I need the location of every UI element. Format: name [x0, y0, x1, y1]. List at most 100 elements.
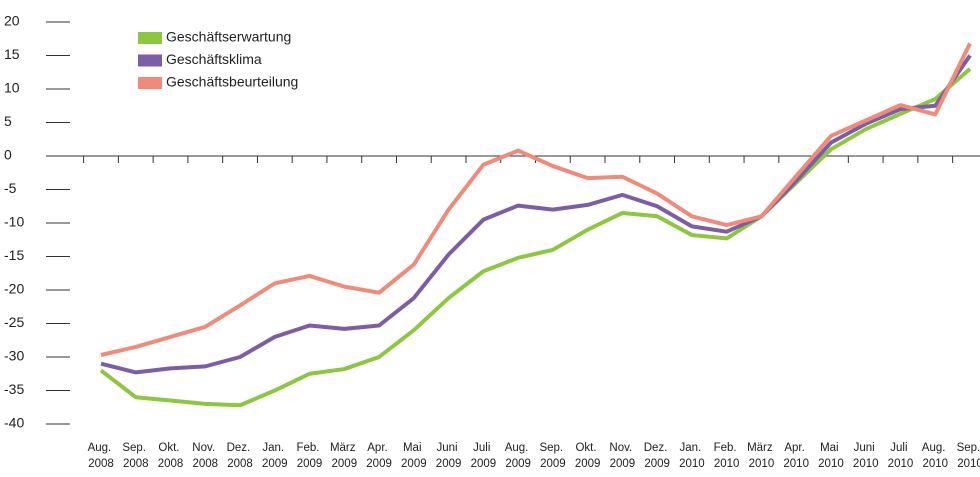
- x-tick-label-line: 2010: [714, 458, 740, 470]
- x-tick-label-line: 2008: [123, 458, 149, 470]
- x-tick-label-line: 2009: [332, 458, 358, 470]
- x-tick-label-line: Dez.: [644, 442, 671, 454]
- x-tick-label: Jan. 2010: [679, 442, 705, 470]
- x-tick-label: Sep. 2010: [957, 442, 980, 470]
- x-tick-label-line: 2009: [575, 458, 601, 470]
- y-tick-label: -40: [4, 415, 24, 431]
- x-tick-label: Aug. 2010: [922, 442, 949, 470]
- x-tick-label-line: Sep.: [122, 442, 149, 454]
- x-tick-label-line: 2010: [922, 458, 948, 470]
- x-tick-label-line: Dez.: [227, 442, 254, 454]
- x-tick-label-line: 2009: [436, 458, 462, 470]
- x-tick-label: Mai 2010: [818, 442, 844, 470]
- x-tick-label-line: Okt.: [158, 442, 182, 454]
- x-tick-label-line: Juli: [890, 442, 910, 454]
- y-tick-label: -10: [4, 214, 24, 230]
- x-tick-label-line: Apr.: [367, 442, 391, 454]
- x-tick-label: Jan. 2009: [262, 442, 288, 470]
- x-tick-label: Feb. 2010: [714, 442, 740, 470]
- x-tick-label-line: 2009: [540, 458, 566, 470]
- y-tick-label: -30: [4, 348, 24, 364]
- y-tick-label: 10: [4, 80, 20, 96]
- x-tick-label-line: Okt.: [575, 442, 599, 454]
- x-tick-label: März 2010: [747, 442, 776, 470]
- legend-swatch: [138, 77, 162, 89]
- x-tick-label: Sep. 2009: [539, 442, 566, 470]
- x-tick-label-line: 2008: [158, 458, 184, 470]
- x-tick-label-line: 2009: [471, 458, 497, 470]
- x-tick-label-line: 2009: [297, 458, 323, 470]
- x-tick-label: Aug. 2009: [505, 442, 532, 470]
- x-tick-label: Juni 2010: [853, 442, 879, 470]
- y-tick-label: -5: [4, 180, 17, 196]
- x-tick-label-line: 2010: [749, 458, 775, 470]
- x-tick-label: März 2009: [330, 442, 359, 470]
- x-tick-label-line: 2009: [505, 458, 531, 470]
- series-line: [99, 67, 972, 408]
- x-tick-label-line: 2009: [644, 458, 670, 470]
- x-tick-label-line: 2009: [366, 458, 392, 470]
- x-tick-label: Dez. 2009: [644, 442, 671, 470]
- legend-label: Geschäftserwartung: [166, 29, 291, 45]
- x-tick-label-line: Sep.: [957, 442, 980, 454]
- y-tick-label: -20: [4, 281, 24, 297]
- y-tick-label: 20: [4, 13, 20, 29]
- x-tick-label-line: 2010: [853, 458, 879, 470]
- x-tick-label-line: 2009: [610, 458, 636, 470]
- x-tick-label: Nov. 2009: [609, 442, 635, 470]
- x-tick-label-line: Juni: [854, 442, 878, 454]
- x-tick-label: Juli 2010: [888, 442, 914, 470]
- series-line: [100, 54, 972, 375]
- legend-label: Geschäftsklima: [166, 51, 262, 67]
- x-tick-label: Apr. 2010: [783, 442, 809, 470]
- x-tick-label: Aug. 2008: [88, 442, 115, 470]
- x-tick-label: Apr. 2009: [366, 442, 392, 470]
- x-tick-label: Feb. 2009: [296, 442, 322, 470]
- legend-label: Geschäftsbeurteilung: [166, 74, 298, 90]
- x-tick-label-line: 2008: [88, 458, 114, 470]
- x-tick-label-line: 2010: [818, 458, 844, 470]
- x-tick-label-line: Mai: [403, 442, 425, 454]
- x-tick-label-line: Aug.: [88, 442, 115, 454]
- x-tick-label-line: 2010: [783, 458, 809, 470]
- x-tick-label-line: Aug.: [922, 442, 949, 454]
- x-tick-label-line: 2010: [957, 458, 980, 470]
- legend-swatch: [138, 54, 162, 67]
- x-tick-label-line: Feb.: [296, 442, 322, 454]
- x-tick-label-line: 2008: [227, 458, 253, 470]
- x-tick-label-line: Feb.: [714, 442, 740, 454]
- x-tick-label: Okt. 2009: [575, 442, 601, 470]
- x-tick-label-line: 2010: [679, 458, 705, 470]
- x-tick-label-line: Nov.: [609, 442, 635, 454]
- x-tick-label-line: 2010: [888, 458, 914, 470]
- x-tick-label-line: März: [747, 442, 776, 454]
- series-line: [100, 42, 972, 357]
- x-tick-label: Okt. 2008: [158, 442, 184, 470]
- x-tick-label-line: März: [330, 442, 359, 454]
- y-tick-label: -35: [4, 381, 24, 397]
- x-tick-label-line: Apr.: [784, 442, 808, 454]
- x-tick-label-line: Sep.: [539, 442, 566, 454]
- x-tick-label-line: 2009: [262, 458, 288, 470]
- x-tick-label: Nov. 2008: [192, 442, 218, 470]
- x-tick-label: Dez. 2008: [227, 442, 254, 470]
- y-tick-label: 0: [4, 147, 12, 163]
- x-tick-label: Sep. 2008: [122, 442, 149, 470]
- x-tick-label: Mai 2009: [401, 442, 427, 470]
- x-tick-label-line: Juli: [473, 442, 493, 454]
- y-tick-label: 15: [4, 46, 20, 62]
- x-tick-label-line: 2008: [192, 458, 218, 470]
- x-tick-label-line: Jan.: [679, 442, 704, 454]
- x-tick-label-line: Mai: [820, 442, 842, 454]
- x-tick-label-line: Juni: [436, 442, 460, 454]
- legend-swatch: [138, 32, 162, 44]
- x-tick-label-line: Aug.: [505, 442, 532, 454]
- y-tick-label: -15: [4, 247, 24, 263]
- x-tick-label-line: Jan.: [262, 442, 287, 454]
- x-tick-label-line: 2009: [401, 458, 427, 470]
- x-tick-label-line: Nov.: [192, 442, 218, 454]
- x-tick-label: Juni 2009: [436, 442, 462, 470]
- y-tick-label: -25: [4, 314, 24, 330]
- x-tick-label: Juli 2009: [471, 442, 497, 470]
